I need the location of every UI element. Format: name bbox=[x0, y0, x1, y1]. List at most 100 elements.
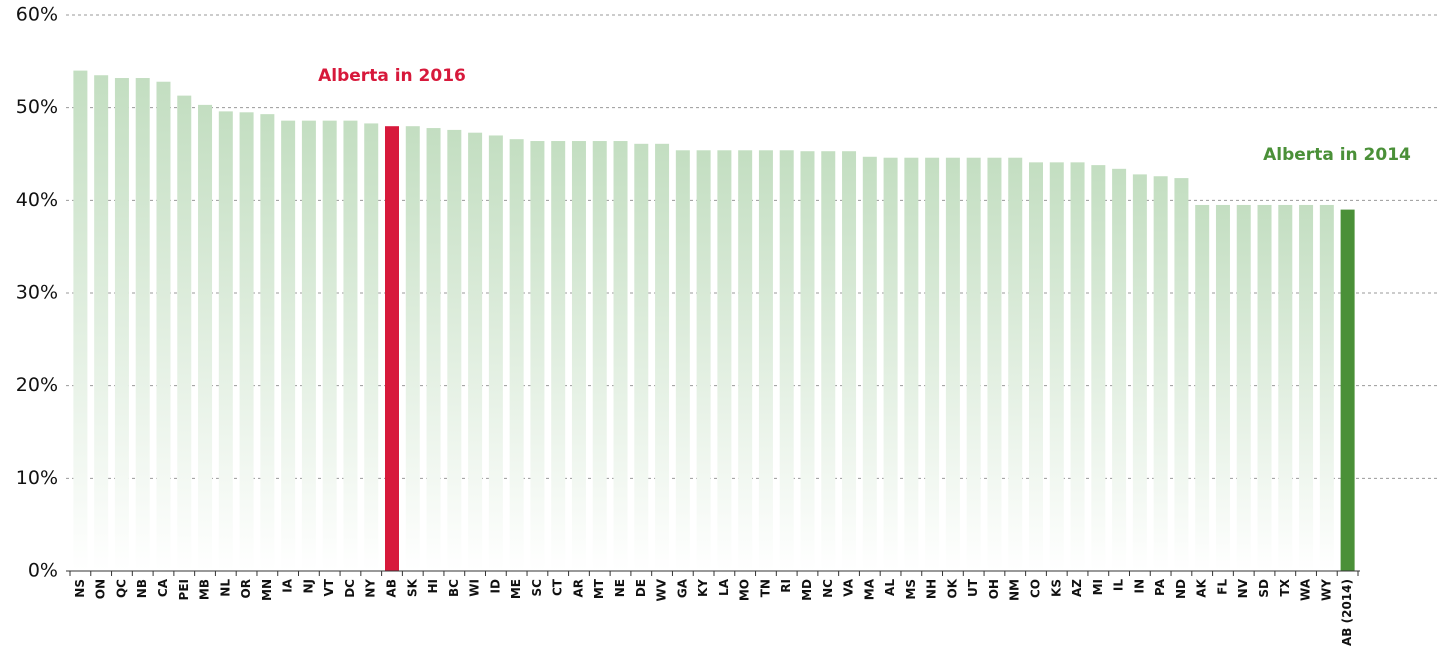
x-tick-label: OH bbox=[987, 579, 1001, 599]
bar bbox=[156, 81, 171, 571]
x-tick-label: MB bbox=[198, 579, 212, 600]
x-tick-label: NS bbox=[73, 579, 87, 598]
x-tick-label: IL bbox=[1112, 579, 1126, 591]
x-tick-label: NE bbox=[613, 579, 627, 597]
bar bbox=[1299, 204, 1314, 571]
y-tick-label: 0% bbox=[28, 560, 58, 582]
x-tick-label: CO bbox=[1029, 579, 1043, 598]
x-tick-label: LA bbox=[717, 578, 731, 596]
bar bbox=[675, 150, 690, 571]
bar bbox=[405, 126, 420, 571]
y-tick-label: 30% bbox=[16, 282, 58, 304]
x-tick-label: BC bbox=[447, 579, 461, 597]
bar bbox=[987, 157, 1002, 571]
x-tick-label: GA bbox=[675, 578, 689, 598]
x-tick-label: MA bbox=[862, 578, 876, 600]
bar bbox=[551, 141, 566, 571]
bar bbox=[1236, 204, 1251, 571]
x-tick-label: CA bbox=[156, 578, 170, 597]
bar bbox=[364, 123, 379, 572]
x-tick-label: KY bbox=[696, 579, 710, 597]
x-tick-label: AZ bbox=[1070, 579, 1084, 597]
bar bbox=[1029, 162, 1043, 571]
bar bbox=[1278, 204, 1293, 571]
y-tick-label: 60% bbox=[16, 4, 58, 26]
x-tick-label: IN bbox=[1132, 579, 1146, 594]
x-tick-label: PEI bbox=[177, 579, 191, 600]
bar bbox=[592, 141, 607, 571]
y-tick-label: 50% bbox=[16, 96, 58, 118]
x-tick-label: AK bbox=[1195, 578, 1209, 597]
bar bbox=[260, 114, 275, 572]
bar bbox=[883, 157, 898, 571]
x-tick-label: TN bbox=[758, 579, 772, 597]
x-tick-label: OK bbox=[945, 578, 959, 598]
x-tick-label: RI bbox=[779, 579, 793, 593]
x-tick-label: NM bbox=[1008, 579, 1022, 601]
x-tick-label: SC bbox=[530, 579, 544, 597]
x-tick-label: AB bbox=[385, 579, 399, 597]
bar bbox=[1174, 178, 1189, 572]
x-tick-label: CT bbox=[551, 578, 565, 596]
bar bbox=[717, 150, 732, 571]
bar bbox=[426, 128, 441, 571]
bar bbox=[468, 132, 483, 572]
bar bbox=[1215, 204, 1230, 571]
bar bbox=[1340, 209, 1355, 571]
x-tick-label: NH bbox=[925, 579, 939, 599]
x-tick-label: ON bbox=[94, 579, 108, 599]
bar bbox=[655, 143, 670, 571]
x-tick-label: DE bbox=[634, 579, 648, 597]
bar bbox=[1049, 162, 1064, 571]
x-tick-label: VA bbox=[842, 578, 856, 596]
x-tick-label: ME bbox=[509, 579, 523, 599]
x-tick-label: NB bbox=[135, 579, 149, 598]
x-tick-label: OR bbox=[239, 579, 253, 598]
bar bbox=[1008, 157, 1023, 571]
bar bbox=[696, 150, 711, 571]
x-tick-label: MS bbox=[904, 579, 918, 600]
x-tick-label: SD bbox=[1257, 579, 1271, 598]
x-tick-label: MT bbox=[592, 578, 606, 599]
bar bbox=[73, 70, 88, 571]
x-tick-label: NJ bbox=[301, 579, 315, 594]
bar bbox=[738, 150, 753, 571]
x-tick-label: NY bbox=[364, 579, 378, 598]
bar bbox=[385, 126, 399, 571]
x-tick-label: MD bbox=[800, 579, 814, 601]
bar bbox=[218, 111, 233, 571]
bar bbox=[966, 157, 981, 571]
bar bbox=[1112, 168, 1127, 571]
bar bbox=[1132, 174, 1147, 572]
x-tick-label: MI bbox=[1091, 579, 1105, 595]
x-tick-label: WA bbox=[1299, 578, 1313, 601]
bar bbox=[571, 141, 586, 571]
bar bbox=[488, 135, 503, 571]
x-tick-label: AL bbox=[883, 579, 897, 596]
annotation: Alberta in 2016 bbox=[318, 66, 466, 86]
x-tick-label: SK bbox=[405, 578, 419, 597]
bar bbox=[945, 157, 960, 571]
bar bbox=[904, 157, 919, 571]
bar bbox=[842, 151, 857, 571]
x-tick-label: HI bbox=[426, 579, 440, 594]
x-tick-label: ID bbox=[488, 579, 502, 593]
bar bbox=[198, 104, 213, 572]
x-tick-label: WY bbox=[1319, 579, 1333, 601]
bar bbox=[447, 129, 462, 571]
bar bbox=[1195, 204, 1210, 571]
x-tick-label: IA bbox=[281, 578, 295, 592]
x-tick-label: AB (2014) bbox=[1340, 579, 1354, 646]
x-tick-label: QC bbox=[114, 579, 128, 598]
y-tick-label: 10% bbox=[16, 467, 58, 489]
bar bbox=[239, 112, 254, 572]
bar bbox=[779, 150, 794, 571]
annotation: Alberta in 2014 bbox=[1263, 145, 1411, 165]
x-tick-label: VT bbox=[322, 578, 336, 596]
bar bbox=[758, 150, 773, 571]
x-tick-label: MN bbox=[260, 579, 274, 601]
bar bbox=[177, 95, 192, 572]
bar bbox=[343, 120, 358, 571]
y-tick-label: 40% bbox=[16, 189, 58, 211]
